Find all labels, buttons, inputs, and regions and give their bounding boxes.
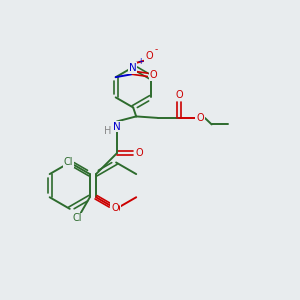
- Text: O: O: [135, 148, 143, 158]
- Text: H: H: [103, 126, 111, 136]
- Text: N: N: [129, 63, 136, 73]
- Text: O: O: [175, 90, 183, 100]
- Text: Cl: Cl: [73, 213, 82, 224]
- Text: -: -: [155, 45, 158, 54]
- Text: O: O: [145, 51, 153, 62]
- Text: N: N: [113, 122, 121, 131]
- Text: O: O: [150, 70, 157, 80]
- Text: O: O: [112, 204, 120, 214]
- Text: O: O: [111, 203, 118, 213]
- Text: O: O: [196, 113, 204, 123]
- Text: +: +: [137, 57, 143, 66]
- Text: Cl: Cl: [64, 157, 74, 167]
